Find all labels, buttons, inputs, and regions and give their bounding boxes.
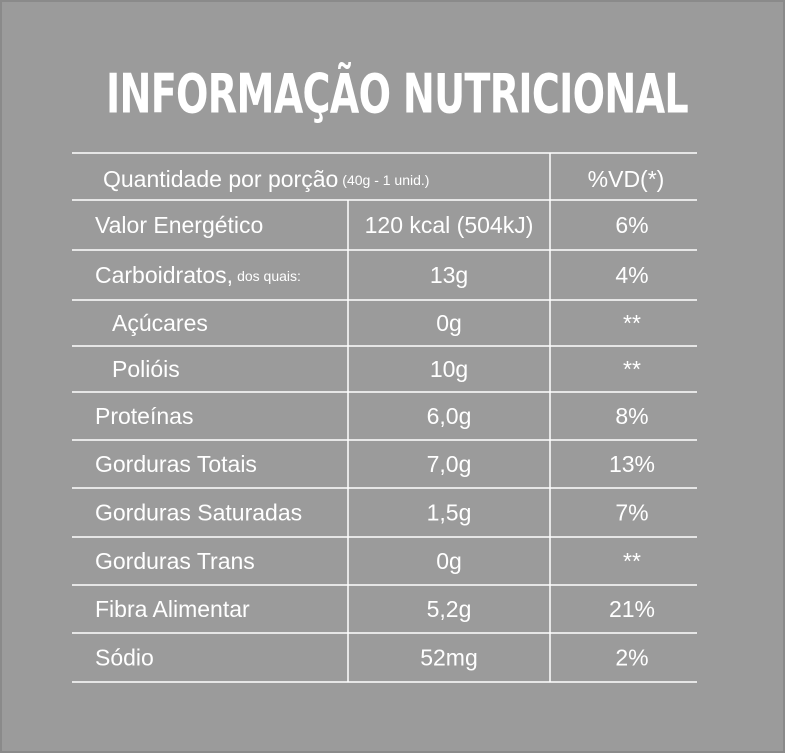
row-dv: 13%: [609, 451, 655, 477]
row-amount: 120 kcal (504kJ): [365, 212, 534, 238]
row-amount: 6,0g: [427, 403, 472, 429]
row-label: Gorduras Saturadas: [95, 500, 302, 526]
row-amount: 0g: [436, 310, 462, 336]
row-amount: 7,0g: [427, 451, 472, 477]
row-name: Carboidratos,: [95, 262, 233, 288]
row-name: Gorduras Saturadas: [95, 500, 302, 526]
row-dv: **: [623, 310, 641, 336]
row-label: Carboidratos, dos quais:: [95, 262, 301, 288]
header-text: Quantidade por porção: [103, 166, 338, 192]
row-name: Açúcares: [112, 310, 208, 336]
row-name: Valor Energético: [95, 212, 263, 238]
row-dv: **: [623, 356, 641, 382]
row-label: Açúcares: [112, 310, 208, 336]
row-dv: 2%: [615, 645, 648, 671]
row-amount: 13g: [430, 262, 468, 288]
row-dv: 21%: [609, 596, 655, 622]
row-name: Gorduras Trans: [95, 548, 255, 574]
header-portion: (40g - 1 unid.): [342, 172, 429, 188]
row-dv: **: [623, 548, 641, 574]
row-note: dos quais:: [237, 268, 301, 284]
row-amount: 0g: [436, 548, 462, 574]
header-dv: %VD(*): [588, 166, 665, 192]
row-label: Sódio: [95, 645, 154, 671]
row-name: Sódio: [95, 645, 154, 671]
row-dv: 8%: [615, 403, 648, 429]
row-amount: 5,2g: [427, 596, 472, 622]
row-amount: 1,5g: [427, 500, 472, 526]
row-label: Fibra Alimentar: [95, 596, 250, 622]
row-label: Polióis: [112, 356, 180, 382]
row-amount: 10g: [430, 356, 468, 382]
row-label: Valor Energético: [95, 212, 263, 238]
header-label: Quantidade por porção (40g - 1 unid.): [103, 166, 429, 192]
row-name: Polióis: [112, 356, 180, 382]
title: INFORMAÇÃO NUTRICIONAL: [106, 63, 688, 126]
row-label: Proteínas: [95, 403, 193, 429]
row-label: Gorduras Trans: [95, 548, 255, 574]
row-name: Proteínas: [95, 403, 193, 429]
row-amount: 52mg: [420, 645, 478, 671]
row-name: Gorduras Totais: [95, 451, 257, 477]
row-dv: 7%: [615, 500, 648, 526]
row-name: Fibra Alimentar: [95, 596, 250, 622]
row-label: Gorduras Totais: [95, 451, 257, 477]
row-dv: 6%: [615, 212, 648, 238]
row-dv: 4%: [615, 262, 648, 288]
